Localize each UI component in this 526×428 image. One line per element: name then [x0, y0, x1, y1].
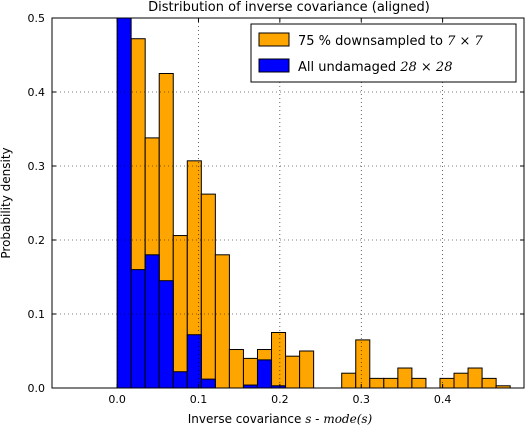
orange-bar	[299, 350, 315, 389]
blue-bar	[200, 378, 216, 389]
x-tick-label: 0.1	[190, 393, 208, 406]
blue-bar	[172, 371, 188, 389]
legend-label-blue-math: 28 × 28	[399, 60, 452, 75]
orange-bar	[453, 372, 469, 389]
blue-bar	[130, 269, 146, 389]
x-axis-label-sep: -	[311, 412, 323, 426]
blue-bar	[256, 359, 273, 389]
y-tick-label: 0.3	[28, 160, 46, 173]
x-tick-label: 0.3	[352, 393, 370, 406]
legend-label-orange-math: 7 × 7	[447, 34, 483, 49]
blue-series-bars	[116, 17, 287, 389]
orange-bar	[439, 377, 455, 389]
legend: 75 % downsampled to 7 × 7 All undamaged …	[250, 23, 517, 83]
y-tick-label: 0.4	[28, 86, 46, 99]
x-axis-label-text: Inverse covariance	[188, 412, 305, 426]
x-tick-label: 0.0	[108, 393, 126, 406]
x-tick-label: 0.4	[434, 393, 452, 406]
plot-frame	[51, 17, 525, 389]
y-axis-label: Probability density	[0, 147, 13, 258]
x-axis-label-math: s	[305, 412, 311, 426]
x-axis-label-math2: mode(s)	[323, 412, 372, 426]
legend-label-blue: All undamaged 28 × 28	[298, 60, 452, 75]
orange-bar	[481, 377, 497, 389]
orange-bar	[285, 355, 301, 389]
chart-title: Distribution of inverse covariance (alig…	[148, 0, 430, 15]
orange-bar	[341, 372, 357, 389]
orange-bar	[172, 235, 188, 389]
orange-bar	[271, 332, 287, 389]
y-tick-label: 0.5	[28, 12, 46, 25]
blue-bar	[158, 280, 174, 389]
orange-bar	[214, 254, 230, 389]
blue-bar	[144, 254, 160, 389]
orange-bar	[228, 349, 244, 389]
legend-label-orange-text: 75 % downsampled to	[298, 34, 447, 49]
legend-label-blue-text: All undamaged	[298, 60, 400, 75]
legend-label-orange: 75 % downsampled to 7 × 7	[298, 34, 484, 49]
orange-bar	[411, 377, 427, 389]
legend-swatch-orange	[258, 32, 290, 47]
orange-bar	[467, 367, 483, 389]
blue-bar	[186, 334, 202, 389]
x-axis-label: Inverse covariance s - mode(s)	[188, 412, 373, 426]
x-tick-label: 0.2	[271, 393, 289, 406]
blue-bar	[116, 17, 132, 389]
legend-swatch-blue	[258, 58, 290, 73]
y-tick-label: 0.2	[28, 234, 46, 247]
legend-box	[250, 23, 517, 83]
axis-ticks: 0.0 0.1 0.2 0.3 0.4 0.0 0.1 0.2 0.3 0.4 0.5	[28, 12, 524, 406]
orange-bar	[369, 377, 385, 389]
orange-bar	[200, 193, 216, 389]
orange-bar	[242, 357, 258, 389]
orange-bar	[355, 339, 371, 389]
orange-bar	[397, 367, 413, 389]
y-tick-label: 0.1	[28, 308, 46, 321]
orange-bar	[383, 377, 399, 389]
y-tick-label: 0.0	[28, 382, 46, 395]
